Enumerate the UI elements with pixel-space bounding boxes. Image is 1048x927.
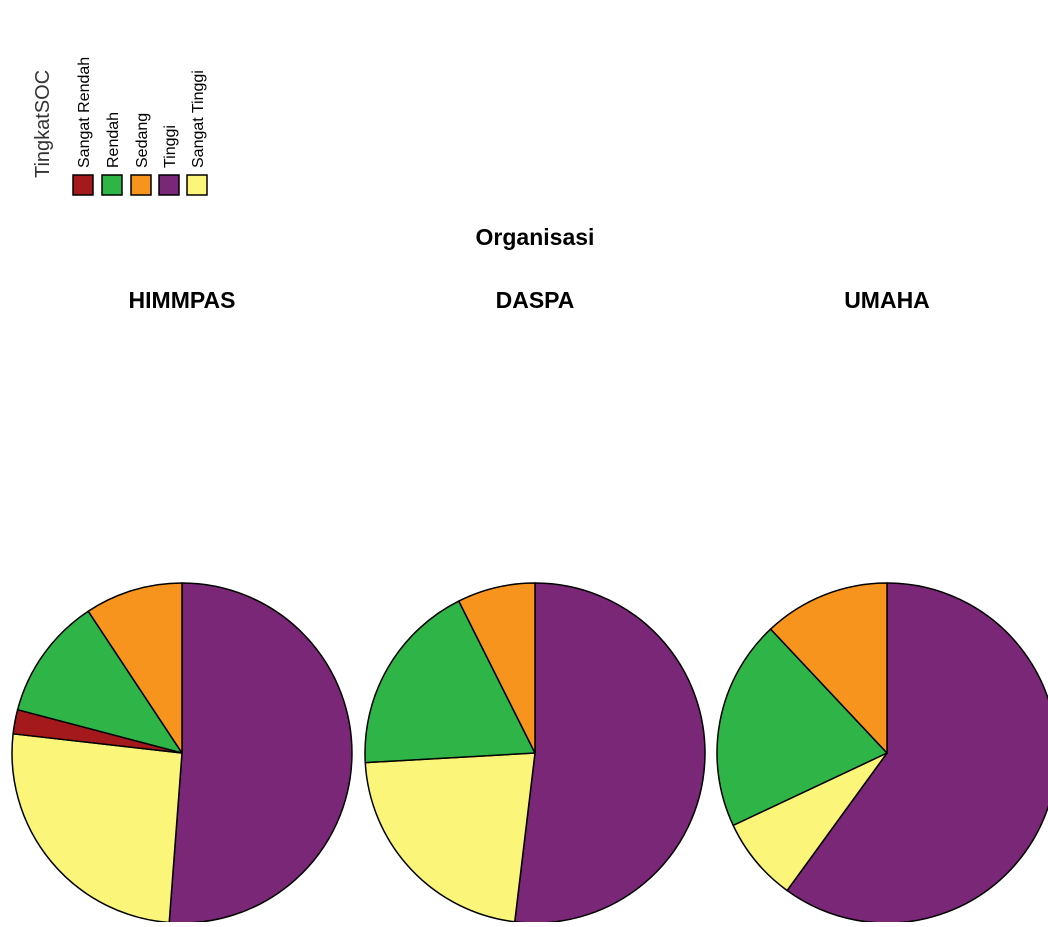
legend-label-sangat-rendah: Sangat Rendah — [76, 57, 93, 168]
legend: TingkatSOC Sangat Rendah Rendah Sedang Tingg… — [32, 57, 208, 196]
pie-slice-umaha-rendah — [716, 628, 888, 827]
legend-swatch-sangat-rendah — [72, 174, 94, 196]
pie-daspa — [364, 582, 706, 924]
pie-slice-daspa-sangat-tinggi — [364, 752, 536, 923]
legend-swatch-sangat-tinggi — [186, 174, 208, 196]
legend-label-sedang: Sedang — [134, 113, 151, 168]
panel-title-umaha: UMAHA — [844, 287, 930, 313]
pie-slice-daspa-sedang — [458, 582, 536, 754]
legend-swatch-rendah — [101, 174, 123, 196]
pie-panels — [11, 582, 1048, 924]
panel-title-daspa: DASPA — [496, 287, 575, 313]
panel-titles: Organisasi HIMMPAS DASPA UMAHA — [129, 224, 930, 313]
pie-slice-himmpas-tinggi — [168, 582, 353, 924]
pie-slice-himmpas-rendah — [16, 610, 183, 754]
legend-label-sangat-tinggi: Sangat Tinggi — [190, 70, 207, 168]
pie-umaha — [716, 582, 1048, 924]
legend-swatch-tinggi — [158, 174, 180, 196]
legend-label-rendah: Rendah — [105, 112, 122, 168]
panel-title-himmpas: HIMMPAS — [129, 287, 236, 313]
pie-himmpas — [11, 582, 353, 924]
pie-slice-umaha-sedang — [769, 582, 888, 754]
pie-slice-himmpas-sangat-tinggi — [11, 733, 183, 924]
legend-swatch-sedang — [130, 174, 152, 196]
legend-title: TingkatSOC — [32, 70, 54, 178]
pie-slice-daspa-tinggi — [514, 582, 706, 924]
pie-slice-daspa-rendah — [364, 600, 536, 764]
panel-group-title: Organisasi — [476, 224, 595, 250]
legend-label-tinggi: Tinggi — [162, 125, 179, 168]
pie-slice-himmpas-sedang — [87, 582, 183, 754]
